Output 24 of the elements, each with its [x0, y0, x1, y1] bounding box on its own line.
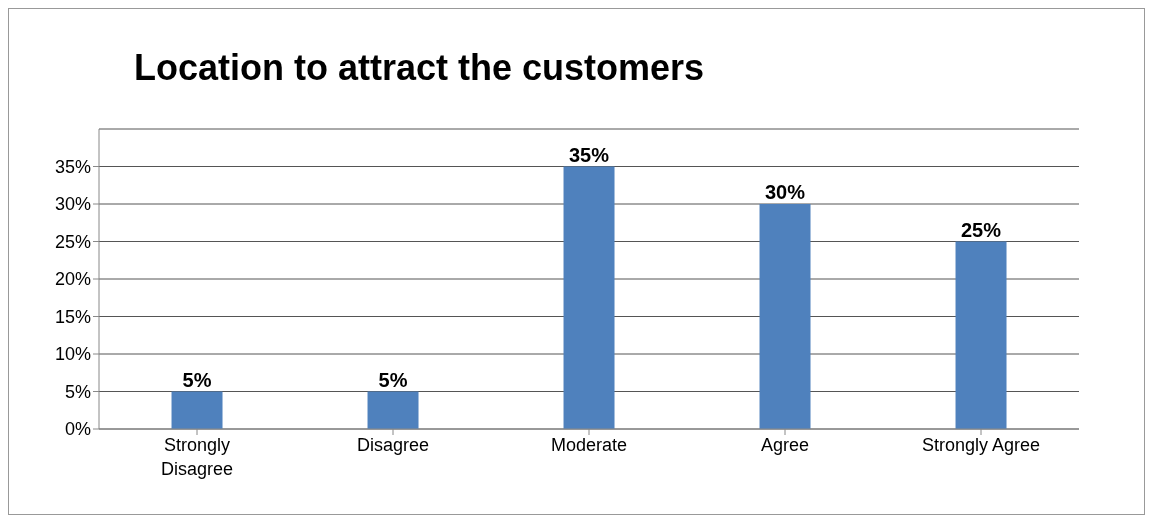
data-label: 25%: [961, 218, 1002, 241]
y-tick-label: 35%: [54, 156, 91, 177]
y-tick-label: 15%: [54, 306, 91, 327]
y-tick-label: 30%: [54, 194, 91, 215]
bar: [759, 204, 811, 429]
bar: [171, 391, 223, 429]
x-tick-label: Strongly Agree: [921, 435, 1041, 455]
y-tick-label: 20%: [54, 269, 91, 290]
data-label: 35%: [569, 143, 610, 166]
bar: [563, 166, 615, 429]
data-label: 5%: [378, 368, 408, 391]
chart-title: Location to attract the customers: [134, 47, 705, 89]
x-tick-label: Moderate: [550, 435, 628, 455]
x-tick-label: Disagree: [356, 435, 430, 455]
y-tick-label: 10%: [54, 344, 91, 365]
y-tick-label: 5%: [64, 381, 91, 402]
y-tick-label: 25%: [54, 231, 91, 252]
data-label: 30%: [765, 181, 806, 203]
x-tick-label: Agree: [760, 435, 810, 455]
bar: [955, 241, 1007, 429]
bar: [367, 391, 419, 429]
y-tick-label: 0%: [64, 419, 91, 440]
data-label: 5%: [182, 368, 212, 391]
x-tick-label: Strongly Disagree: [160, 435, 234, 479]
